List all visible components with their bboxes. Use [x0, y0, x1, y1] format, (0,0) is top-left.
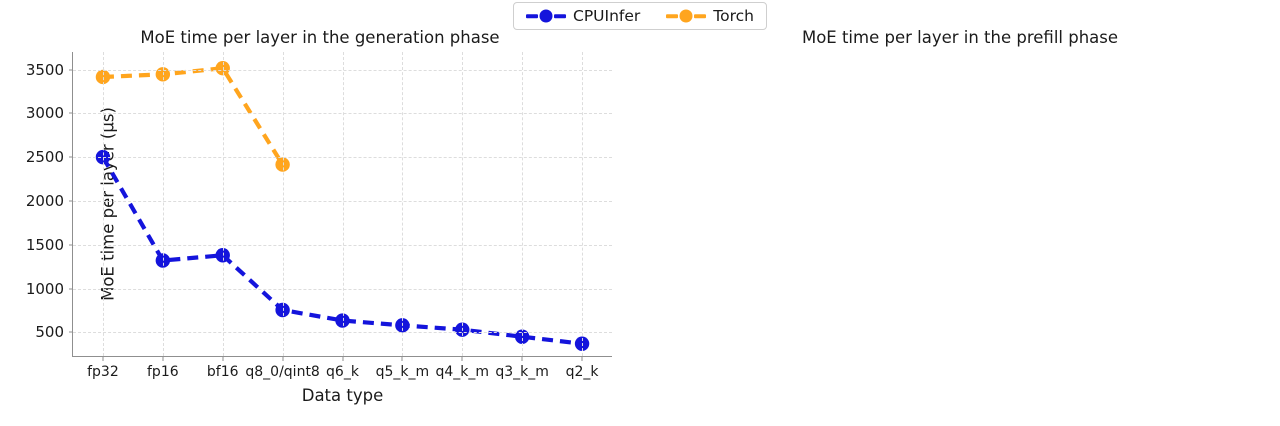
y-tick-mark [68, 112, 73, 114]
x-tick-label: fp16 [147, 364, 179, 380]
gridline-vertical [222, 52, 224, 356]
x-tick-mark [461, 356, 463, 361]
gridline-vertical [162, 52, 164, 356]
x-tick-label: q2_k [565, 364, 599, 380]
x-tick-label: q5_k_m [375, 364, 430, 380]
x-tick-mark [401, 356, 403, 361]
chart-title-prefill: MoE time per layer in the prefill phase [801, 28, 1119, 47]
gridline-vertical [402, 52, 404, 356]
y-tick-mark [68, 156, 73, 158]
y-tick-label: 1000 [25, 279, 64, 298]
y-tick-mark [68, 69, 73, 71]
legend-marker-dot [679, 9, 693, 23]
x-tick-mark [282, 356, 284, 361]
gridline-vertical [582, 52, 584, 356]
legend-label-torch: Torch [713, 7, 754, 25]
y-tick-label: 2500 [25, 148, 64, 167]
x-tick-label: q8_0/qint8 [245, 364, 320, 380]
y-tick-label: 3000 [25, 104, 64, 123]
legend-line-left [666, 14, 679, 18]
y-tick-label: 500 [35, 323, 64, 342]
gridline-vertical [462, 52, 464, 356]
x-axis-label-generation: Data type [301, 386, 384, 405]
y-tick-mark [68, 331, 73, 333]
gridline-vertical [282, 52, 284, 356]
legend-swatch-torch [666, 8, 707, 24]
legend-entry-torch: Torch [666, 7, 754, 25]
series-line-torch [102, 65, 285, 166]
y-tick-label: 2000 [25, 191, 64, 210]
y-tick-mark [68, 200, 73, 202]
x-tick-label: q4_k_m [435, 364, 490, 380]
legend-line-right [554, 14, 567, 18]
x-tick-label: q6_k [326, 364, 359, 380]
chart-title-generation: MoE time per layer in the generation pha… [140, 28, 500, 47]
x-tick-label: fp32 [87, 364, 119, 380]
x-tick-mark [342, 356, 343, 361]
y-tick-label: 1500 [25, 235, 64, 254]
legend-label-cpuinfer: CPUInfer [573, 7, 641, 25]
x-tick-label: q3_k_m [495, 364, 549, 380]
legend-swatch-cpuinfer [526, 8, 567, 24]
legend-line-right [694, 14, 707, 18]
y-tick-mark [68, 244, 73, 246]
gridline-vertical [522, 52, 524, 356]
data-point-cpuinfer [335, 313, 350, 328]
legend-marker-dot [539, 9, 553, 23]
y-tick-mark [68, 288, 73, 290]
panel-generation-phase: MoE time per layer in the generation pha… [26, 28, 612, 405]
x-tick-label: bf16 [206, 364, 239, 380]
x-tick-mark [162, 356, 164, 361]
plot-area-generation: MoE time per layer (μs) Data type 500 100… [26, 52, 612, 405]
gridline-vertical [102, 52, 104, 356]
legend-entry-cpuinfer: CPUInfer [526, 7, 640, 25]
x-tick-mark [521, 356, 523, 361]
gridline-vertical [342, 52, 344, 356]
figure-legend: CPUInfer Torch [513, 2, 767, 30]
x-tick-mark [581, 356, 583, 361]
panel-prefill-phase: MoE time per layer in the prefill phase … [640, 0, 1280, 426]
x-tick-mark [222, 356, 224, 361]
legend-line-left [526, 14, 539, 18]
y-tick-label: 3500 [25, 60, 64, 79]
x-tick-mark [102, 356, 104, 361]
